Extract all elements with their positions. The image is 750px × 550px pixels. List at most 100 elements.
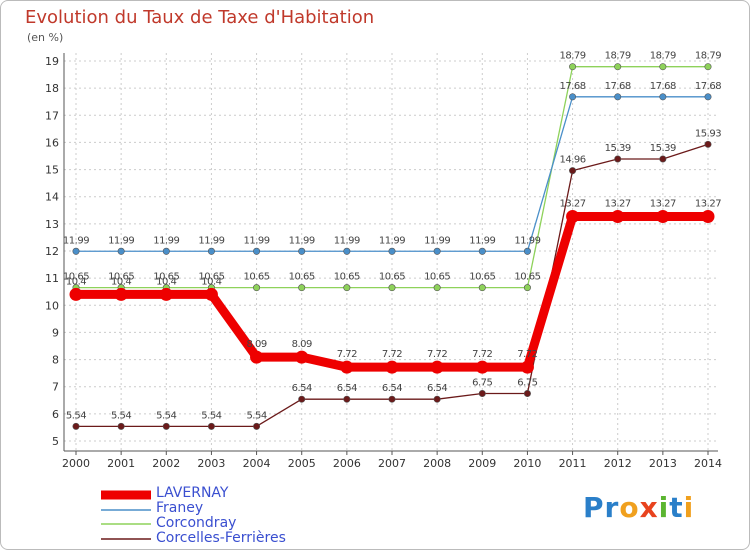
x-tick-label: 2011 <box>559 457 587 470</box>
series-group <box>69 63 715 430</box>
data-label-corcondray: 10.65 <box>244 272 270 283</box>
data-point-lavernay <box>159 287 173 301</box>
data-label-lavernay: 7.72 <box>472 349 492 360</box>
data-point-lavernay <box>475 360 489 374</box>
data-label-lavernay: 13.27 <box>560 199 586 210</box>
data-label-corcelles-ferri-res: 15.93 <box>695 128 721 139</box>
data-label-corcondray: 10.65 <box>424 272 450 283</box>
y-tick-label: 7 <box>52 381 59 394</box>
data-label-franey: 11.99 <box>514 235 540 246</box>
data-label-franey: 11.99 <box>244 235 270 246</box>
data-label-franey: 11.99 <box>469 235 495 246</box>
data-point-franey <box>207 247 215 255</box>
data-point-franey <box>72 247 80 255</box>
data-point-corcelles-ferri-res <box>162 422 170 430</box>
y-tick-label: 14 <box>45 191 59 204</box>
data-label-lavernay: 8.09 <box>246 339 266 350</box>
data-label-franey: 11.99 <box>379 235 405 246</box>
x-tick-label: 2006 <box>333 457 361 470</box>
data-point-corcondray <box>298 284 306 292</box>
data-label-corcondray: 18.79 <box>560 51 586 62</box>
data-label-corcelles-ferri-res: 5.54 <box>246 410 266 421</box>
data-point-franey <box>117 247 125 255</box>
data-label-lavernay: 10.4 <box>66 276 86 287</box>
data-label-corcelles-ferri-res: 14.96 <box>560 155 586 166</box>
data-point-corcondray <box>659 63 667 71</box>
data-point-corcelles-ferri-res <box>117 422 125 430</box>
data-label-franey: 17.68 <box>695 81 721 92</box>
data-point-franey <box>388 247 396 255</box>
line-chart: 5 6 7 8 9 10 11 12 13 14 15 16 17 18 19 2000 2001 2002 200… <box>45 51 722 470</box>
data-point-corcondray <box>569 63 577 71</box>
data-point-franey <box>659 93 667 101</box>
x-tick-label: 2000 <box>62 457 90 470</box>
axes: 5 6 7 8 9 10 11 12 13 14 15 16 17 18 19 2000 2001 2002 200… <box>45 53 722 470</box>
data-point-corcelles-ferri-res <box>704 140 712 148</box>
data-point-corcondray <box>614 63 622 71</box>
data-label-lavernay: 13.27 <box>650 199 676 210</box>
data-point-corcelles-ferri-res <box>659 155 667 163</box>
data-point-lavernay <box>566 210 580 224</box>
proxiti-logo: Proxiti <box>583 491 695 524</box>
data-label-corcelles-ferri-res: 6.75 <box>517 378 537 389</box>
legend-label-franey: Franey <box>156 500 204 516</box>
x-tick-label: 2007 <box>378 457 406 470</box>
data-point-corcelles-ferri-res <box>253 422 261 430</box>
y-tick-label: 16 <box>45 136 59 149</box>
data-point-lavernay <box>385 360 399 374</box>
data-point-lavernay <box>701 210 715 224</box>
legend-label-lavernay: LAVERNAY <box>156 485 229 501</box>
data-label-corcelles-ferri-res: 15.39 <box>605 143 631 154</box>
data-point-lavernay <box>295 350 309 364</box>
data-point-corcondray <box>433 284 441 292</box>
data-label-corcelles-ferri-res: 6.54 <box>337 383 357 394</box>
data-label-corcondray: 18.79 <box>650 51 676 62</box>
data-point-franey <box>523 247 531 255</box>
data-point-franey <box>614 93 622 101</box>
x-tick-label: 2001 <box>107 457 135 470</box>
data-label-franey: 11.99 <box>424 235 450 246</box>
x-tick-label: 2004 <box>243 457 271 470</box>
chart-title: Evolution du Taux de Taxe d'Habitation <box>25 7 375 28</box>
x-tick-label: 2009 <box>468 457 496 470</box>
data-point-corcondray <box>253 284 261 292</box>
data-label-corcondray: 10.65 <box>514 272 540 283</box>
data-point-corcondray <box>343 284 351 292</box>
data-label-corcelles-ferri-res: 6.54 <box>427 383 447 394</box>
data-point-franey <box>343 247 351 255</box>
legend-swatches <box>101 490 151 540</box>
data-label-corcondray: 10.65 <box>379 272 405 283</box>
data-point-lavernay <box>250 350 264 364</box>
data-label-corcelles-ferri-res: 6.75 <box>472 378 492 389</box>
data-label-franey: 11.99 <box>153 235 179 246</box>
data-label-franey: 11.99 <box>108 235 134 246</box>
x-tick-label: 2013 <box>649 457 677 470</box>
data-point-corcelles-ferri-res <box>614 155 622 163</box>
data-point-corcelles-ferri-res <box>388 395 396 403</box>
data-point-lavernay <box>340 360 354 374</box>
data-label-corcelles-ferri-res: 5.54 <box>201 410 221 421</box>
x-tick-label: 2012 <box>604 457 632 470</box>
data-label-lavernay: 10.4 <box>111 276 131 287</box>
data-label-franey: 17.68 <box>605 81 631 92</box>
data-labels: 5.54 5.54 5.54 5.54 5.54 6.54 6.54 6.54 6.54 6.75… <box>63 51 722 422</box>
y-tick-label: 15 <box>45 164 59 177</box>
data-label-lavernay: 13.27 <box>695 199 721 210</box>
data-label-corcondray: 10.65 <box>63 272 89 283</box>
data-point-corcelles-ferri-res <box>298 395 306 403</box>
data-label-lavernay: 7.72 <box>517 349 537 360</box>
data-point-franey <box>569 93 577 101</box>
data-label-corcondray: 10.65 <box>153 272 179 283</box>
x-tick-label: 2002 <box>152 457 180 470</box>
data-point-corcelles-ferri-res <box>433 395 441 403</box>
data-label-lavernay: 10.4 <box>201 276 221 287</box>
data-point-corcondray <box>478 284 486 292</box>
data-point-corcondray <box>523 284 531 292</box>
data-point-corcelles-ferri-res <box>207 422 215 430</box>
data-label-corcondray: 10.65 <box>469 272 495 283</box>
data-point-franey <box>162 247 170 255</box>
grid-lines <box>64 53 718 451</box>
data-label-corcelles-ferri-res: 6.54 <box>382 383 402 394</box>
x-tick-label: 2003 <box>197 457 225 470</box>
